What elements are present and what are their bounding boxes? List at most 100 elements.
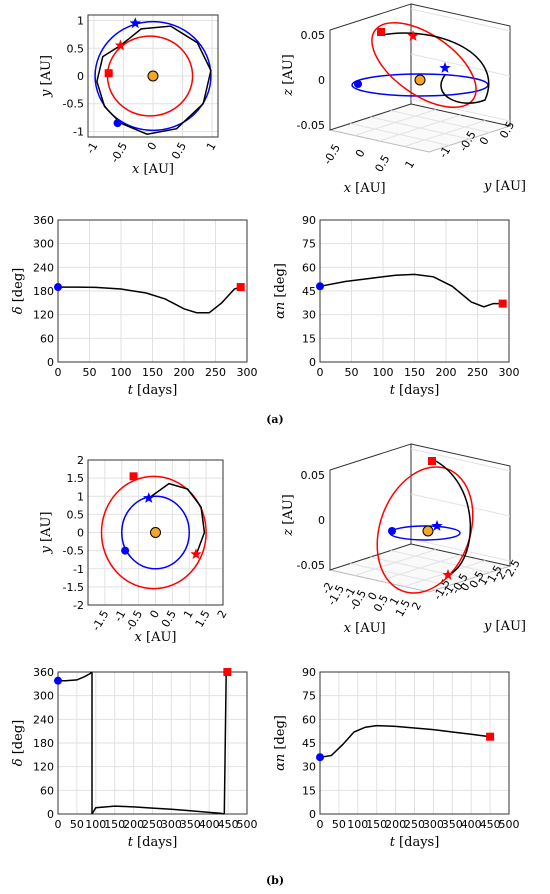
x-tick-label: 0 xyxy=(145,140,160,153)
y-axis-label: y [AU] xyxy=(39,55,54,98)
x-tick-label: 300 xyxy=(423,818,444,831)
x-tick-label: 400 xyxy=(199,818,220,831)
y-tick-label: 180 xyxy=(33,737,54,750)
x-tick-label: 50 xyxy=(345,366,359,379)
y-tick-label: 360 xyxy=(33,214,54,227)
y-tick-label: 90 xyxy=(302,666,316,679)
orbit-departure xyxy=(121,495,190,570)
z-gridline xyxy=(410,538,511,562)
x-tick-label: 0.5 xyxy=(372,153,392,175)
transfer-trajectory xyxy=(148,482,206,555)
y-tick-label: 60 xyxy=(40,332,54,345)
y-axis-label: y [AU] xyxy=(483,619,526,634)
x-axis-label: x [AU] xyxy=(344,181,386,196)
x-tick-label: 1 xyxy=(204,140,219,153)
transfer-trajectory xyxy=(433,459,472,574)
start-marker xyxy=(388,527,396,535)
x-tick-label: 300 xyxy=(499,366,520,379)
y-tick-label: -1.5 xyxy=(63,581,84,594)
y-tick-label: 0 xyxy=(477,135,492,148)
y-tick-label: -2 xyxy=(73,599,84,612)
y-tick-label: 30 xyxy=(302,761,316,774)
x-tick-label: 200 xyxy=(123,818,144,831)
z-tick-label: 0 xyxy=(318,74,325,87)
star-marker-red xyxy=(442,569,454,580)
z-tick-label: 0.05 xyxy=(301,29,326,42)
x-tick-label: 0 xyxy=(317,818,324,831)
floor-gridline xyxy=(379,554,461,582)
y-tick-label: 1 xyxy=(77,490,84,503)
x-axis-label: t [days] xyxy=(128,835,178,850)
y-tick-label: 90 xyxy=(302,214,316,227)
data-line xyxy=(58,286,241,314)
y-tick-label: 120 xyxy=(33,309,54,322)
x-tick-label: 100 xyxy=(373,366,394,379)
x-tick-label: 300 xyxy=(161,818,182,831)
sun-marker xyxy=(414,74,426,86)
y-tick-label: 45 xyxy=(302,285,316,298)
x-tick-label: 0.5 xyxy=(169,140,189,162)
x-tick-label: 0 xyxy=(147,608,162,621)
back-wall xyxy=(410,443,511,567)
y-axis-label: δ [deg] xyxy=(11,268,26,314)
x-tick-label: 250 xyxy=(205,366,226,379)
x-tick-label: 100 xyxy=(85,818,106,831)
y-tick-label: -0.5 xyxy=(63,98,84,111)
z-tick-label: -0.05 xyxy=(297,559,325,572)
caption-a: (a) xyxy=(266,413,284,426)
y-tick-label: 0 xyxy=(77,70,84,83)
x-axis-label: t [days] xyxy=(390,835,440,850)
y-tick-label: 15 xyxy=(302,332,316,345)
z-gridline xyxy=(410,98,511,122)
data-line xyxy=(223,671,227,815)
x-axis-label: x [AU] xyxy=(132,162,174,177)
x-tick-label: 50 xyxy=(83,366,97,379)
y-tick-label: 0 xyxy=(309,356,316,369)
z-axis-label: z [AU] xyxy=(281,54,296,96)
y-tick-label: -1 xyxy=(73,125,84,138)
data-line xyxy=(91,805,225,815)
plot-frame xyxy=(319,219,510,363)
star-marker-red xyxy=(407,30,419,41)
x-tick-label: 250 xyxy=(404,818,425,831)
floor-gridline xyxy=(390,550,490,573)
plot-frame xyxy=(87,14,219,138)
end-marker xyxy=(486,732,495,741)
x-tick-label: 0 xyxy=(353,147,368,160)
x-tick-label: 100 xyxy=(111,366,132,379)
star-marker-red xyxy=(114,39,127,51)
y-axis-label: y [AU] xyxy=(39,512,54,555)
x-tick-label: 200 xyxy=(174,366,195,379)
x-tick-label: 0 xyxy=(317,366,324,379)
transfer-trajectory xyxy=(96,25,212,135)
x-tick-label: 2 xyxy=(215,608,230,621)
y-axis-label: δ [deg] xyxy=(11,720,26,766)
z-gridline xyxy=(410,53,511,77)
x-tick-label: 450 xyxy=(218,818,239,831)
plot-b_delta: 0 50 1001502002503003504004505000601201802… xyxy=(11,666,258,850)
data-line xyxy=(319,273,503,308)
start-marker xyxy=(354,80,362,88)
x-tick-label: 250 xyxy=(467,366,488,379)
z-tick-label: 0 xyxy=(318,514,325,527)
x-tick-label: 1 xyxy=(181,608,196,621)
x-tick-label: -0.5 xyxy=(321,142,343,167)
x-tick-label: 0 xyxy=(55,818,62,831)
x-tick-label: 400 xyxy=(461,818,482,831)
y-tick-label: 0 xyxy=(309,808,316,821)
x-tick-label: 0 xyxy=(55,366,62,379)
y-tick-label: 360 xyxy=(33,666,54,679)
data-line xyxy=(58,671,93,682)
x-tick-label: 250 xyxy=(142,818,163,831)
end-marker xyxy=(498,299,507,308)
caption-b: (b) xyxy=(266,874,284,887)
end-marker xyxy=(236,283,245,292)
x-tick-label: 350 xyxy=(180,818,201,831)
start-marker xyxy=(54,283,62,292)
x-tick-label: -0.5 xyxy=(108,140,130,165)
y-tick-label: 240 xyxy=(33,713,54,726)
start-marker xyxy=(54,676,62,685)
orbit-arrival xyxy=(371,21,477,109)
